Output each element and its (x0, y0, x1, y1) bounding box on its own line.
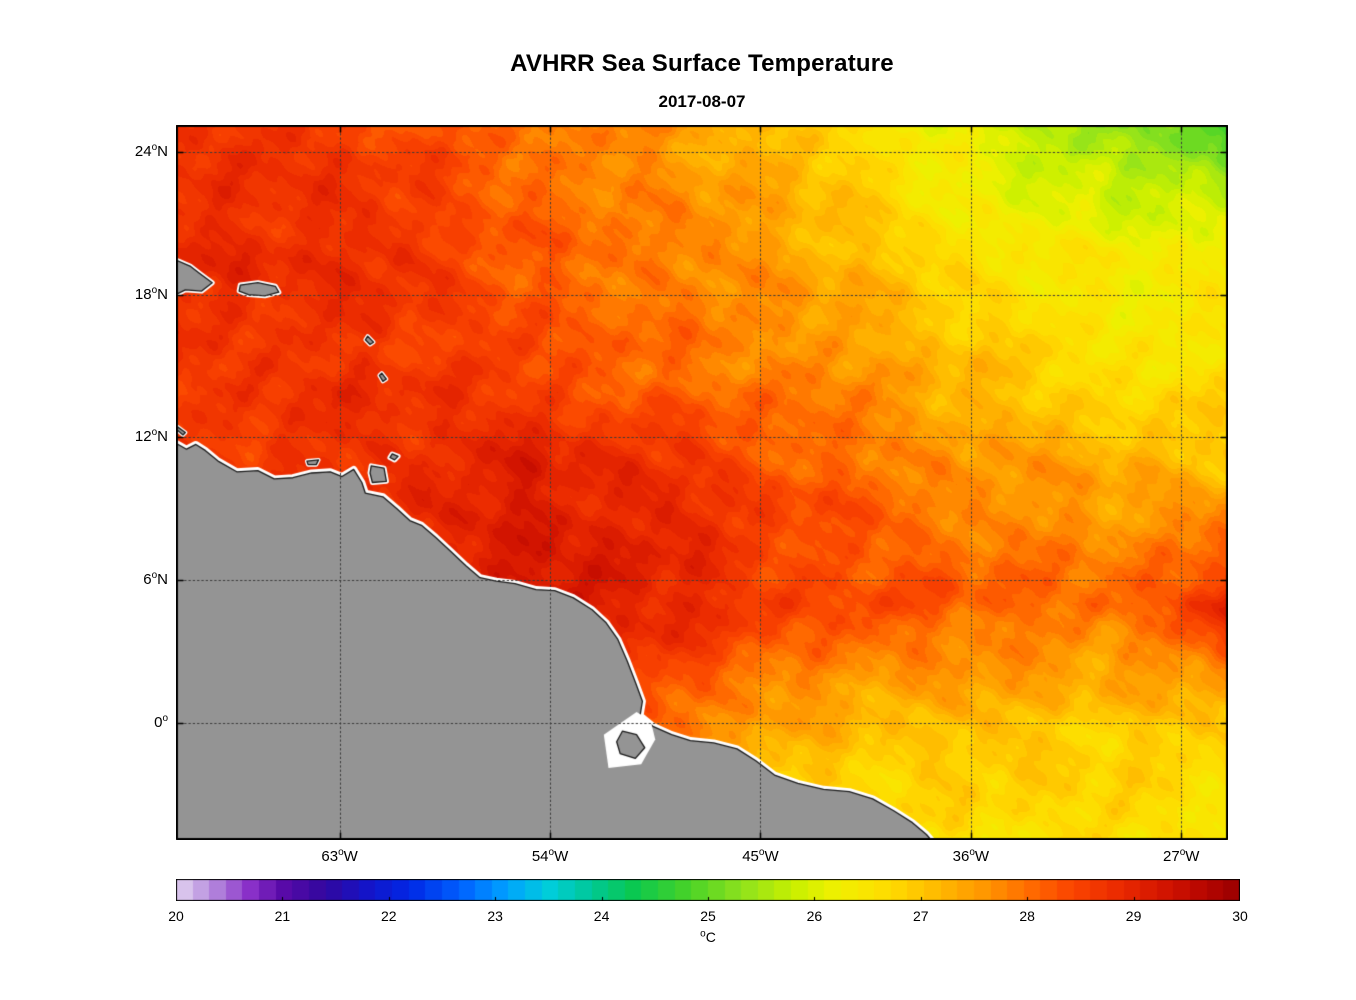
colorbar-tick-label: 25 (700, 908, 716, 924)
colorbar-canvas (176, 879, 1240, 901)
lon-tick-label: 45oW (742, 847, 779, 866)
lat-tick-label: 6oN (143, 570, 168, 589)
colorbar-tick-label: 28 (1019, 908, 1035, 924)
lat-tick-label: 12oN (134, 427, 168, 446)
figure-date-subtitle: 2017-08-07 (658, 92, 746, 111)
colorbar-tick-label: 20 (168, 908, 184, 924)
sst-map-canvas (176, 125, 1228, 840)
lat-tick-label: 24oN (134, 141, 168, 160)
colorbar-units-label: oC (700, 928, 716, 945)
colorbar-tick-label: 24 (593, 908, 610, 924)
lat-tick-label: 0o (154, 712, 168, 731)
lat-tick-label: 18oN (134, 284, 168, 303)
colorbar-tick-label: 26 (806, 908, 823, 924)
colorbar-tick-label: 27 (913, 908, 929, 924)
lon-tick-label: 27oW (1163, 847, 1200, 866)
lon-tick-label: 63oW (321, 847, 358, 866)
figure-title: AVHRR Sea Surface Temperature (510, 50, 894, 77)
colorbar-tick-label: 22 (381, 908, 397, 924)
lon-tick-label: 54oW (531, 847, 569, 866)
colorbar-tick-label: 30 (1232, 908, 1248, 924)
colorbar-tick-label: 21 (274, 908, 291, 924)
lon-tick-label: 36oW (952, 847, 990, 866)
colorbar-tick-label: 29 (1125, 908, 1142, 924)
colorbar-tick-label: 23 (487, 908, 503, 924)
